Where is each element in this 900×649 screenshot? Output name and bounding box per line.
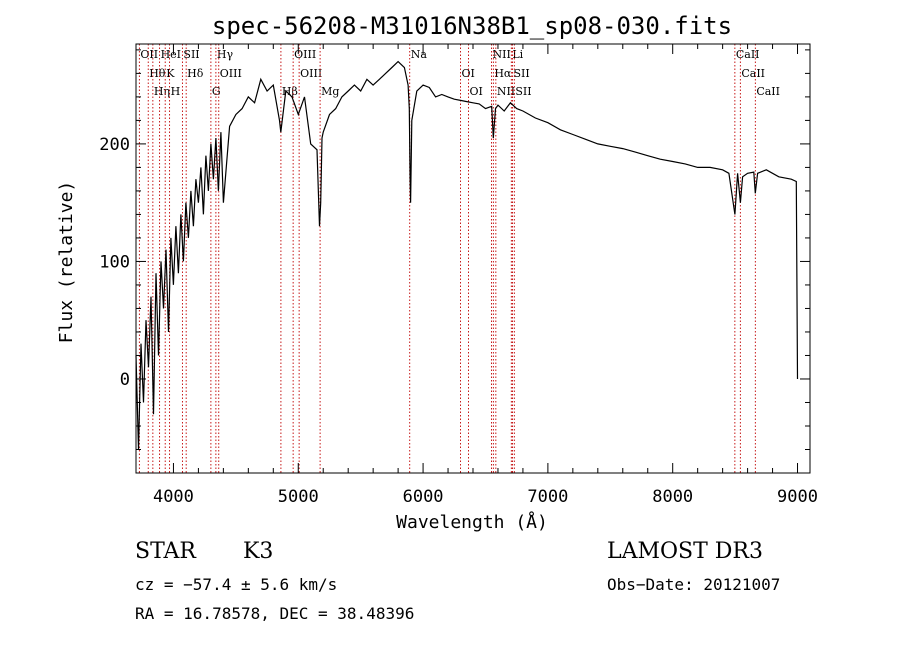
observation-date: Obs−Date: 20121007 [607, 575, 781, 594]
y-axis-label: Flux (relative) [56, 181, 77, 344]
object-subclass: K3 [243, 539, 274, 564]
spectral-line-label: OI [470, 85, 483, 98]
spectral-line-label: G [212, 85, 221, 98]
spectral-line-label: Hβ [282, 85, 298, 98]
spectral-line-label: Mg [321, 85, 339, 98]
spectral-line-label: SII [515, 85, 531, 98]
spectral-line-label: HeI [161, 48, 181, 61]
spectral-line-label: SII [513, 67, 529, 80]
spectral-line-label: K [166, 67, 175, 80]
spectral-line-label: NII [492, 48, 510, 61]
spectral-line-label: NII [497, 85, 515, 98]
spectral-line-label: OII [140, 48, 158, 61]
spectral-lines: OIIHθHηHeIKHSIIHδGHγOIIIHβOIIIOIIIMgNaOI… [138, 44, 780, 473]
spectral-line-label: Hδ [187, 67, 204, 80]
x-tick-label: 4000 [153, 487, 194, 507]
x-tick-label: 8000 [652, 487, 693, 507]
spectral-line-label: Hθ [149, 67, 166, 80]
redshift-readout: cz = −57.4 ± 5.6 km/s [135, 575, 338, 594]
x-tick-label: 9000 [777, 487, 818, 507]
x-axis-label: Wavelength (Å) [396, 511, 548, 533]
chart-title: spec-56208-M31016N38B1_sp08-030.fits [212, 12, 732, 40]
spectral-line-label: CaII [741, 67, 765, 80]
spectral-line-label: Hα [494, 67, 512, 80]
x-tick-label: 7000 [527, 487, 568, 507]
survey-label: LAMOST DR3 [607, 539, 763, 564]
x-tick-label: 5000 [278, 487, 319, 507]
axis-ticks: 4000 5000 6000 7000 8000 9000 0 100 200 [99, 44, 818, 507]
spectral-line-label: Hη [154, 85, 170, 98]
spectrum-line [135, 60, 799, 450]
x-tick-label: 6000 [403, 487, 444, 507]
y-tick-label: 100 [99, 252, 130, 272]
spectral-line-label: OIII [300, 67, 322, 80]
object-class: STAR [135, 539, 196, 564]
spectral-line-label: Na [411, 48, 428, 61]
spectral-line-label: Li [512, 48, 523, 61]
spectral-line-label: SII [183, 48, 199, 61]
spectral-line-label: CaII [756, 85, 780, 98]
y-tick-label: 200 [99, 135, 130, 155]
coordinates-readout: RA = 16.78578, DEC = 38.48396 [135, 604, 415, 623]
spectral-line-label: OIII [220, 67, 242, 80]
y-tick-label: 0 [120, 370, 130, 390]
spectral-line-label: Hγ [217, 48, 234, 61]
spectral-line-label: CaII [736, 48, 760, 61]
spectral-line-label: OIII [294, 48, 316, 61]
plot-frame [135, 43, 811, 474]
spectral-line-label: H [171, 85, 181, 98]
